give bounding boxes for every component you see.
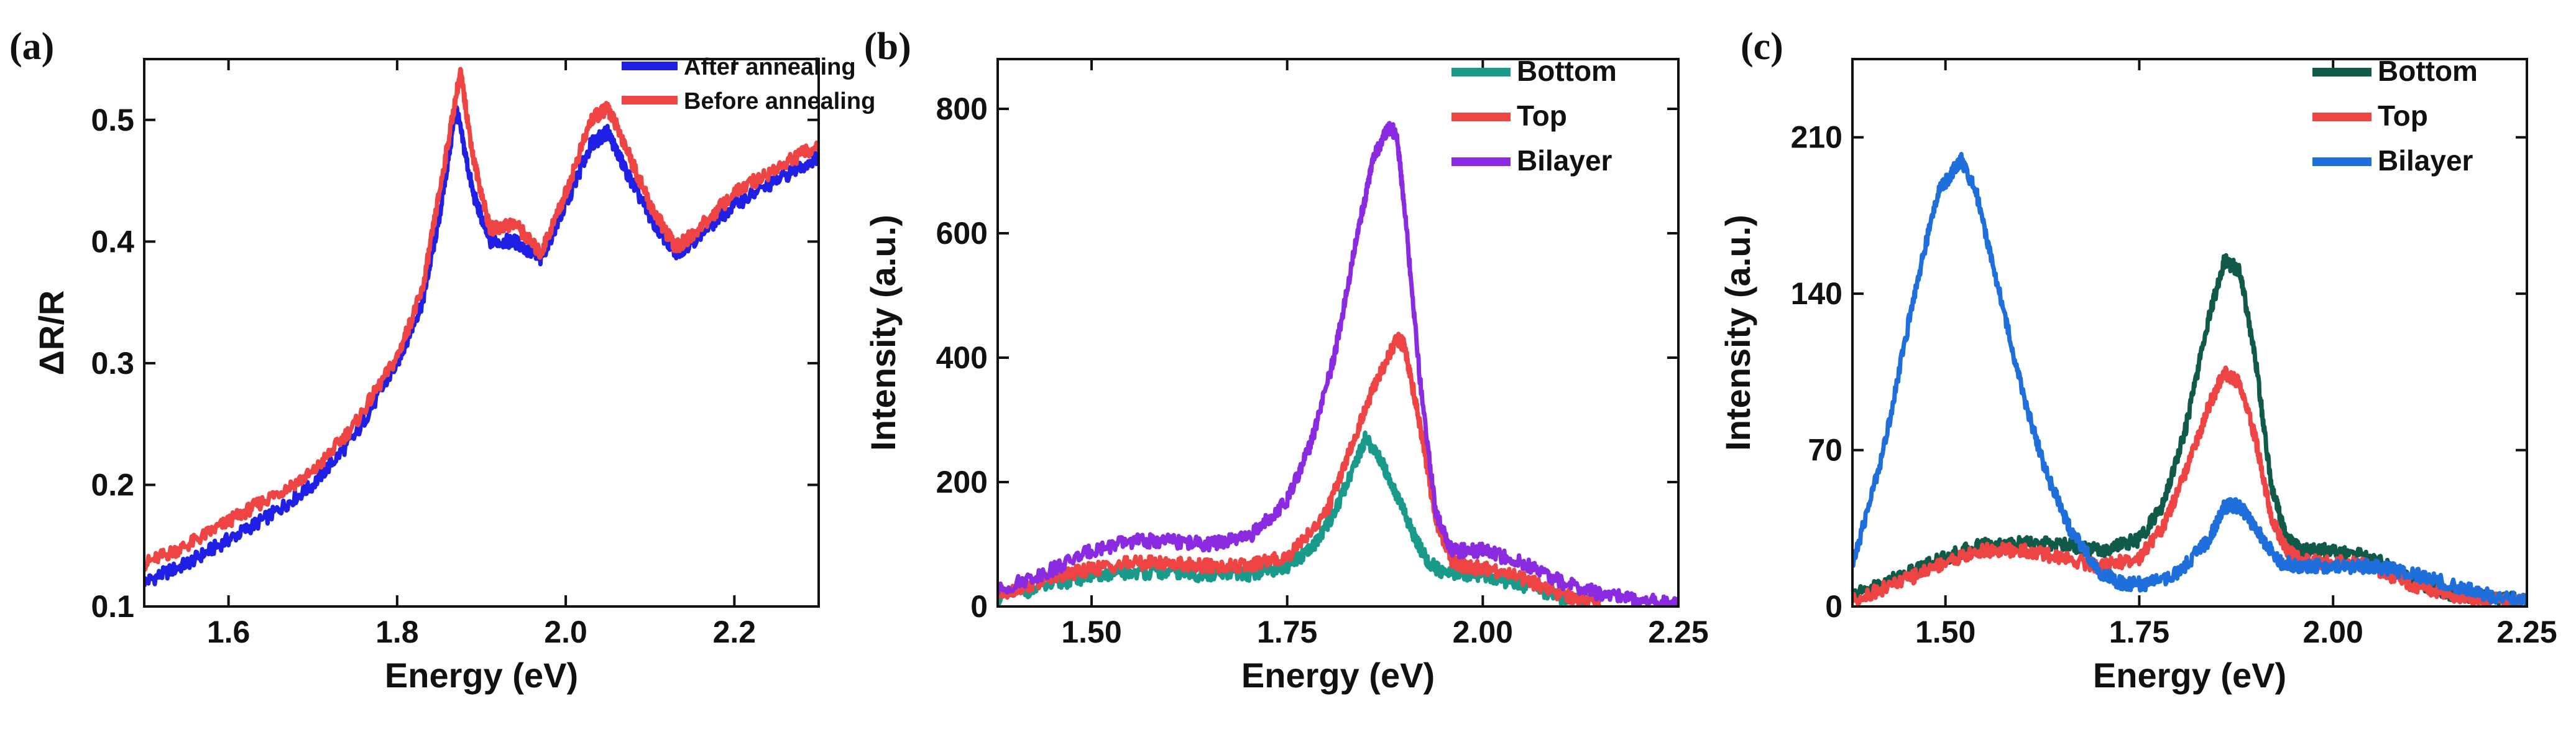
y-tick-label: 210 (1791, 120, 1842, 155)
y-tick-label: 200 (936, 465, 988, 499)
plot-frame (1851, 58, 2528, 608)
series-line-bilayer (998, 121, 1678, 606)
x-axis-title: Energy (eV) (385, 656, 578, 695)
legend-label: Bilayer (2378, 144, 2473, 177)
x-tick-label: 2.25 (1648, 615, 1708, 649)
legend-label: Top (1517, 100, 1567, 132)
series-line-bottom (1852, 253, 2527, 606)
y-tick-label: 0.4 (91, 224, 134, 259)
chart-panel-1: 1.6 1.8 2.0 2.2 0.1 0.2 0.3 0.4 0.5 Energy (eV) ΔR… (9, 26, 875, 695)
panel-label: (b) (864, 26, 911, 68)
x-tick-label: 2.0 (544, 615, 587, 649)
x-tick-label: 1.6 (207, 615, 251, 649)
series-line-top (1852, 365, 2527, 606)
x-tick-label: 2.2 (713, 615, 757, 649)
x-tick-label: 2.25 (2496, 615, 2557, 649)
y-tick-label: 140 (1791, 276, 1842, 311)
y-tick-label: 0 (970, 589, 988, 624)
legend-label: After annealing (684, 54, 856, 80)
series-line-top (998, 332, 1602, 606)
chart-panel-3: 1.50 1.75 2.00 2.25 0 70 140 210 Energy (eV) Inte… (1718, 26, 2557, 695)
y-axis-title: Intensity (a.u.) (1718, 215, 1757, 451)
legend-label: Bottom (1517, 55, 1617, 87)
plot-frame (996, 58, 1680, 608)
legend-label: Bottom (2378, 55, 2478, 87)
series-line-bilayer (1852, 152, 2527, 606)
panel-label: (c) (1741, 26, 1783, 68)
x-axis-title: Energy (eV) (2093, 656, 2286, 695)
y-tick-label: 400 (936, 340, 988, 375)
chart-panel-2: 1.50 1.75 2.00 2.25 0 200 400 600 800 Energy (eV)… (863, 26, 1709, 695)
legend-label: Before annealing (684, 88, 875, 114)
x-axis-title: Energy (eV) (1241, 656, 1435, 695)
legend-label: Top (2378, 100, 2428, 132)
y-tick-label: 600 (936, 216, 988, 251)
y-tick-label: 0.2 (91, 467, 134, 502)
y-axis-title: Intensity (a.u.) (863, 215, 903, 451)
x-tick-label: 1.8 (375, 615, 419, 649)
y-tick-label: 0.3 (91, 346, 134, 381)
plot-frame (143, 58, 820, 608)
y-axis-title: ΔR/R (32, 290, 71, 376)
y-tick-label: 70 (1808, 433, 1842, 468)
y-tick-label: 0.1 (91, 589, 134, 624)
x-tick-label: 1.75 (1257, 615, 1317, 649)
x-tick-label: 1.50 (1915, 615, 1976, 649)
x-tick-label: 2.00 (1453, 615, 1513, 649)
x-tick-label: 2.00 (2303, 615, 2363, 649)
y-tick-label: 0 (1825, 589, 1842, 624)
panel-label: (a) (9, 26, 54, 68)
y-tick-label: 800 (936, 91, 988, 126)
x-tick-label: 1.75 (2109, 615, 2169, 649)
series-line-before-annealing (144, 67, 819, 572)
y-tick-label: 0.5 (91, 103, 134, 137)
x-tick-label: 1.50 (1061, 615, 1121, 649)
series-line-bottom (998, 430, 1603, 606)
legend-label: Bilayer (1517, 144, 1612, 177)
